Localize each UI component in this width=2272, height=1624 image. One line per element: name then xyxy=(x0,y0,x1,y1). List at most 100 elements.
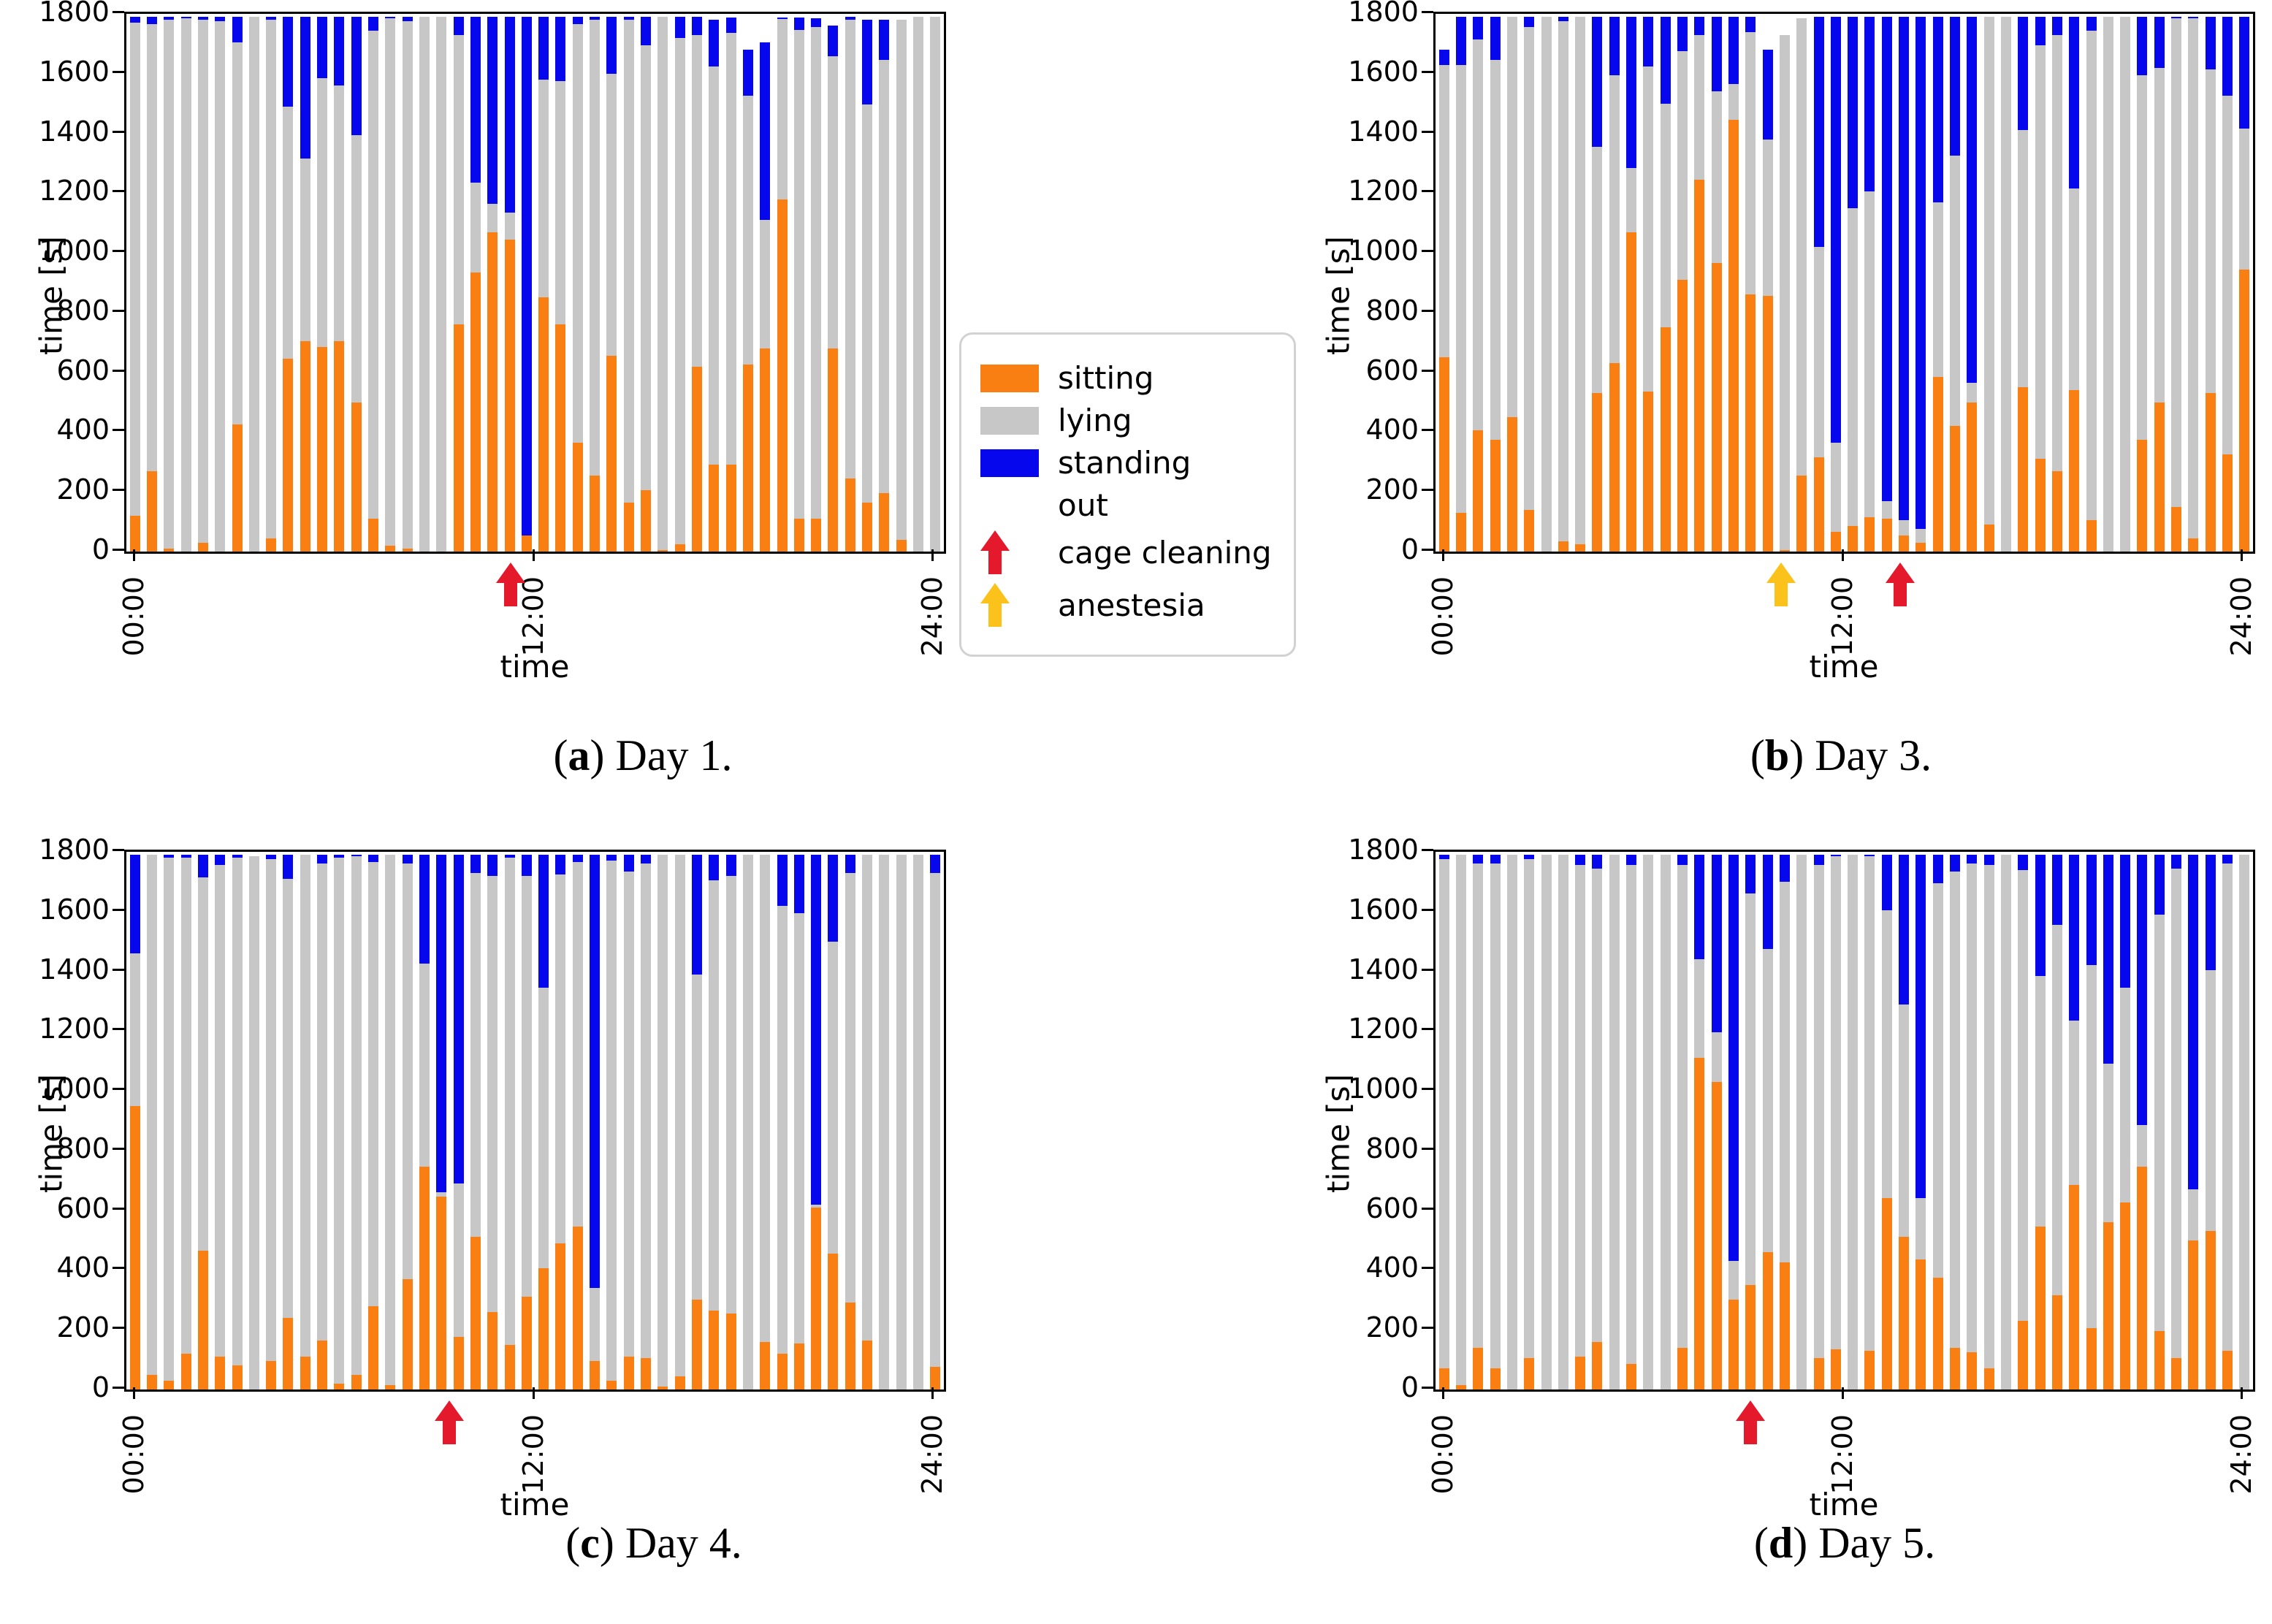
bar-segment-standing-out xyxy=(1609,17,1620,75)
bar-segment-sitting xyxy=(521,1297,532,1389)
bar-segment-lying xyxy=(129,953,140,1106)
bar-segment-lying xyxy=(1643,66,1654,392)
bar-segment-lying xyxy=(1950,871,1961,1348)
bar-segment-lying xyxy=(793,29,804,519)
bar-segment-lying xyxy=(862,855,873,1341)
stacked-bar xyxy=(2120,852,2131,1389)
bar-segment-lying xyxy=(1575,17,1586,544)
bar-segment-lying xyxy=(300,855,310,1357)
bar-segment-lying xyxy=(555,81,566,325)
stacked-bar xyxy=(1881,852,1892,1389)
bar-segment-sitting xyxy=(402,1278,413,1389)
bar-segment-lying xyxy=(879,855,890,1389)
stacked-bar xyxy=(2069,14,2080,552)
bar-segment-sitting xyxy=(300,340,310,552)
x-tick-label: 24:00 xyxy=(2225,1414,2257,1495)
caption-day3: (b) Day 3. xyxy=(1750,731,1932,781)
bar-segment-lying xyxy=(606,861,617,1381)
bar-segment-standing-out xyxy=(1592,17,1603,147)
bar-segment-standing-out xyxy=(709,855,720,880)
stacked-bar xyxy=(1609,14,1620,552)
legend-label: anestesia xyxy=(1058,587,1205,623)
bar-segment-standing-out xyxy=(197,17,208,20)
y-tick-label: 1600 xyxy=(39,893,110,926)
bar-segment-lying xyxy=(2000,17,2011,552)
bar-segment-lying xyxy=(1745,31,1756,295)
bar-segment-sitting xyxy=(1524,1358,1535,1389)
bar-segment-sitting xyxy=(2018,387,2029,552)
stacked-bar xyxy=(1626,14,1637,552)
stacked-bar xyxy=(2188,14,2199,552)
stacked-bar xyxy=(1592,852,1603,1389)
y-tick-mark xyxy=(1422,1147,1433,1150)
bar-segment-lying xyxy=(2018,130,2029,388)
bar-segment-lying xyxy=(334,858,345,1384)
bar-segment-sitting xyxy=(1864,516,1875,552)
bar-segment-sitting xyxy=(215,1357,226,1389)
stacked-bar xyxy=(2222,852,2233,1389)
x-tick-label: 12:00 xyxy=(516,1414,549,1495)
bar-segment-standing-out xyxy=(879,19,890,60)
stacked-bar xyxy=(1524,852,1535,1389)
stacked-bar xyxy=(862,14,873,552)
bar-segment-sitting xyxy=(674,1376,685,1389)
bar-segment-sitting xyxy=(623,1357,634,1389)
bar-segment-sitting xyxy=(129,515,140,552)
y-tick-mark xyxy=(1422,250,1433,253)
bar-segment-lying xyxy=(1438,64,1449,358)
stacked-bar xyxy=(1915,852,1926,1389)
x-tick-label: 24:00 xyxy=(2225,576,2257,657)
stacked-bar xyxy=(129,852,140,1389)
bar-segment-sitting xyxy=(266,1361,277,1389)
stacked-bar xyxy=(2103,852,2113,1389)
bar-segment-lying xyxy=(2171,868,2182,1359)
bar-segment-sitting xyxy=(1438,357,1449,552)
bar-segment-standing-out xyxy=(1864,17,1875,192)
y-tick-mark xyxy=(113,849,124,851)
bar-segment-standing-out xyxy=(2051,17,2062,35)
bar-segment-lying xyxy=(402,21,413,549)
bar-segment-sitting xyxy=(419,1167,430,1389)
y-tick-mark xyxy=(1422,968,1433,971)
bar-segment-lying xyxy=(1881,910,1892,1199)
stacked-bar xyxy=(1711,852,1722,1389)
y-tick-mark xyxy=(1422,1207,1433,1210)
y-tick-mark xyxy=(113,1088,124,1091)
bar-segment-lying xyxy=(828,56,839,348)
bar-segment-lying xyxy=(538,988,549,1269)
bar-segment-lying xyxy=(1490,60,1501,440)
bar-segment-standing-out xyxy=(351,17,362,135)
bar-segment-sitting xyxy=(2222,454,2233,552)
bar-segment-lying xyxy=(691,34,702,367)
stacked-bar xyxy=(1830,14,1841,552)
bar-segment-sitting xyxy=(760,348,771,552)
bar-segment-standing-out xyxy=(2103,855,2113,1064)
bar-segment-standing-out xyxy=(1950,17,1961,156)
stacked-bar xyxy=(1490,14,1501,552)
bar-segment-sitting xyxy=(2205,1231,2216,1389)
stacked-bar xyxy=(1473,852,1484,1389)
stacked-bar xyxy=(180,852,191,1389)
bar-segment-lying xyxy=(2103,1064,2113,1223)
x-tick-label: 24:00 xyxy=(915,1414,948,1495)
y-tick-mark xyxy=(1422,1267,1433,1270)
bar-segment-lying xyxy=(862,104,873,503)
bar-segment-lying xyxy=(232,858,243,1366)
bar-segment-sitting xyxy=(1932,376,1943,552)
bar-segment-standing-out xyxy=(436,855,447,1193)
bar-segment-standing-out xyxy=(2035,17,2046,45)
x-tick-mark xyxy=(1442,1387,1445,1399)
y-tick-label: 1200 xyxy=(39,1013,110,1045)
bar-segment-sitting xyxy=(1899,1237,1910,1389)
bar-segment-standing-out xyxy=(487,855,498,876)
stacked-bar xyxy=(385,14,396,552)
bar-segment-sitting xyxy=(811,1207,822,1389)
bar-segment-lying xyxy=(1506,855,1517,1389)
bar-segment-lying xyxy=(1626,865,1637,1365)
bar-segment-lying xyxy=(623,871,634,1357)
bar-segment-sitting xyxy=(1830,532,1841,552)
bar-segment-standing-out xyxy=(1438,855,1449,860)
caption-letter: b xyxy=(1764,731,1790,779)
bar-segment-sitting xyxy=(283,1317,294,1389)
y-tick-label: 1400 xyxy=(1348,953,1419,986)
